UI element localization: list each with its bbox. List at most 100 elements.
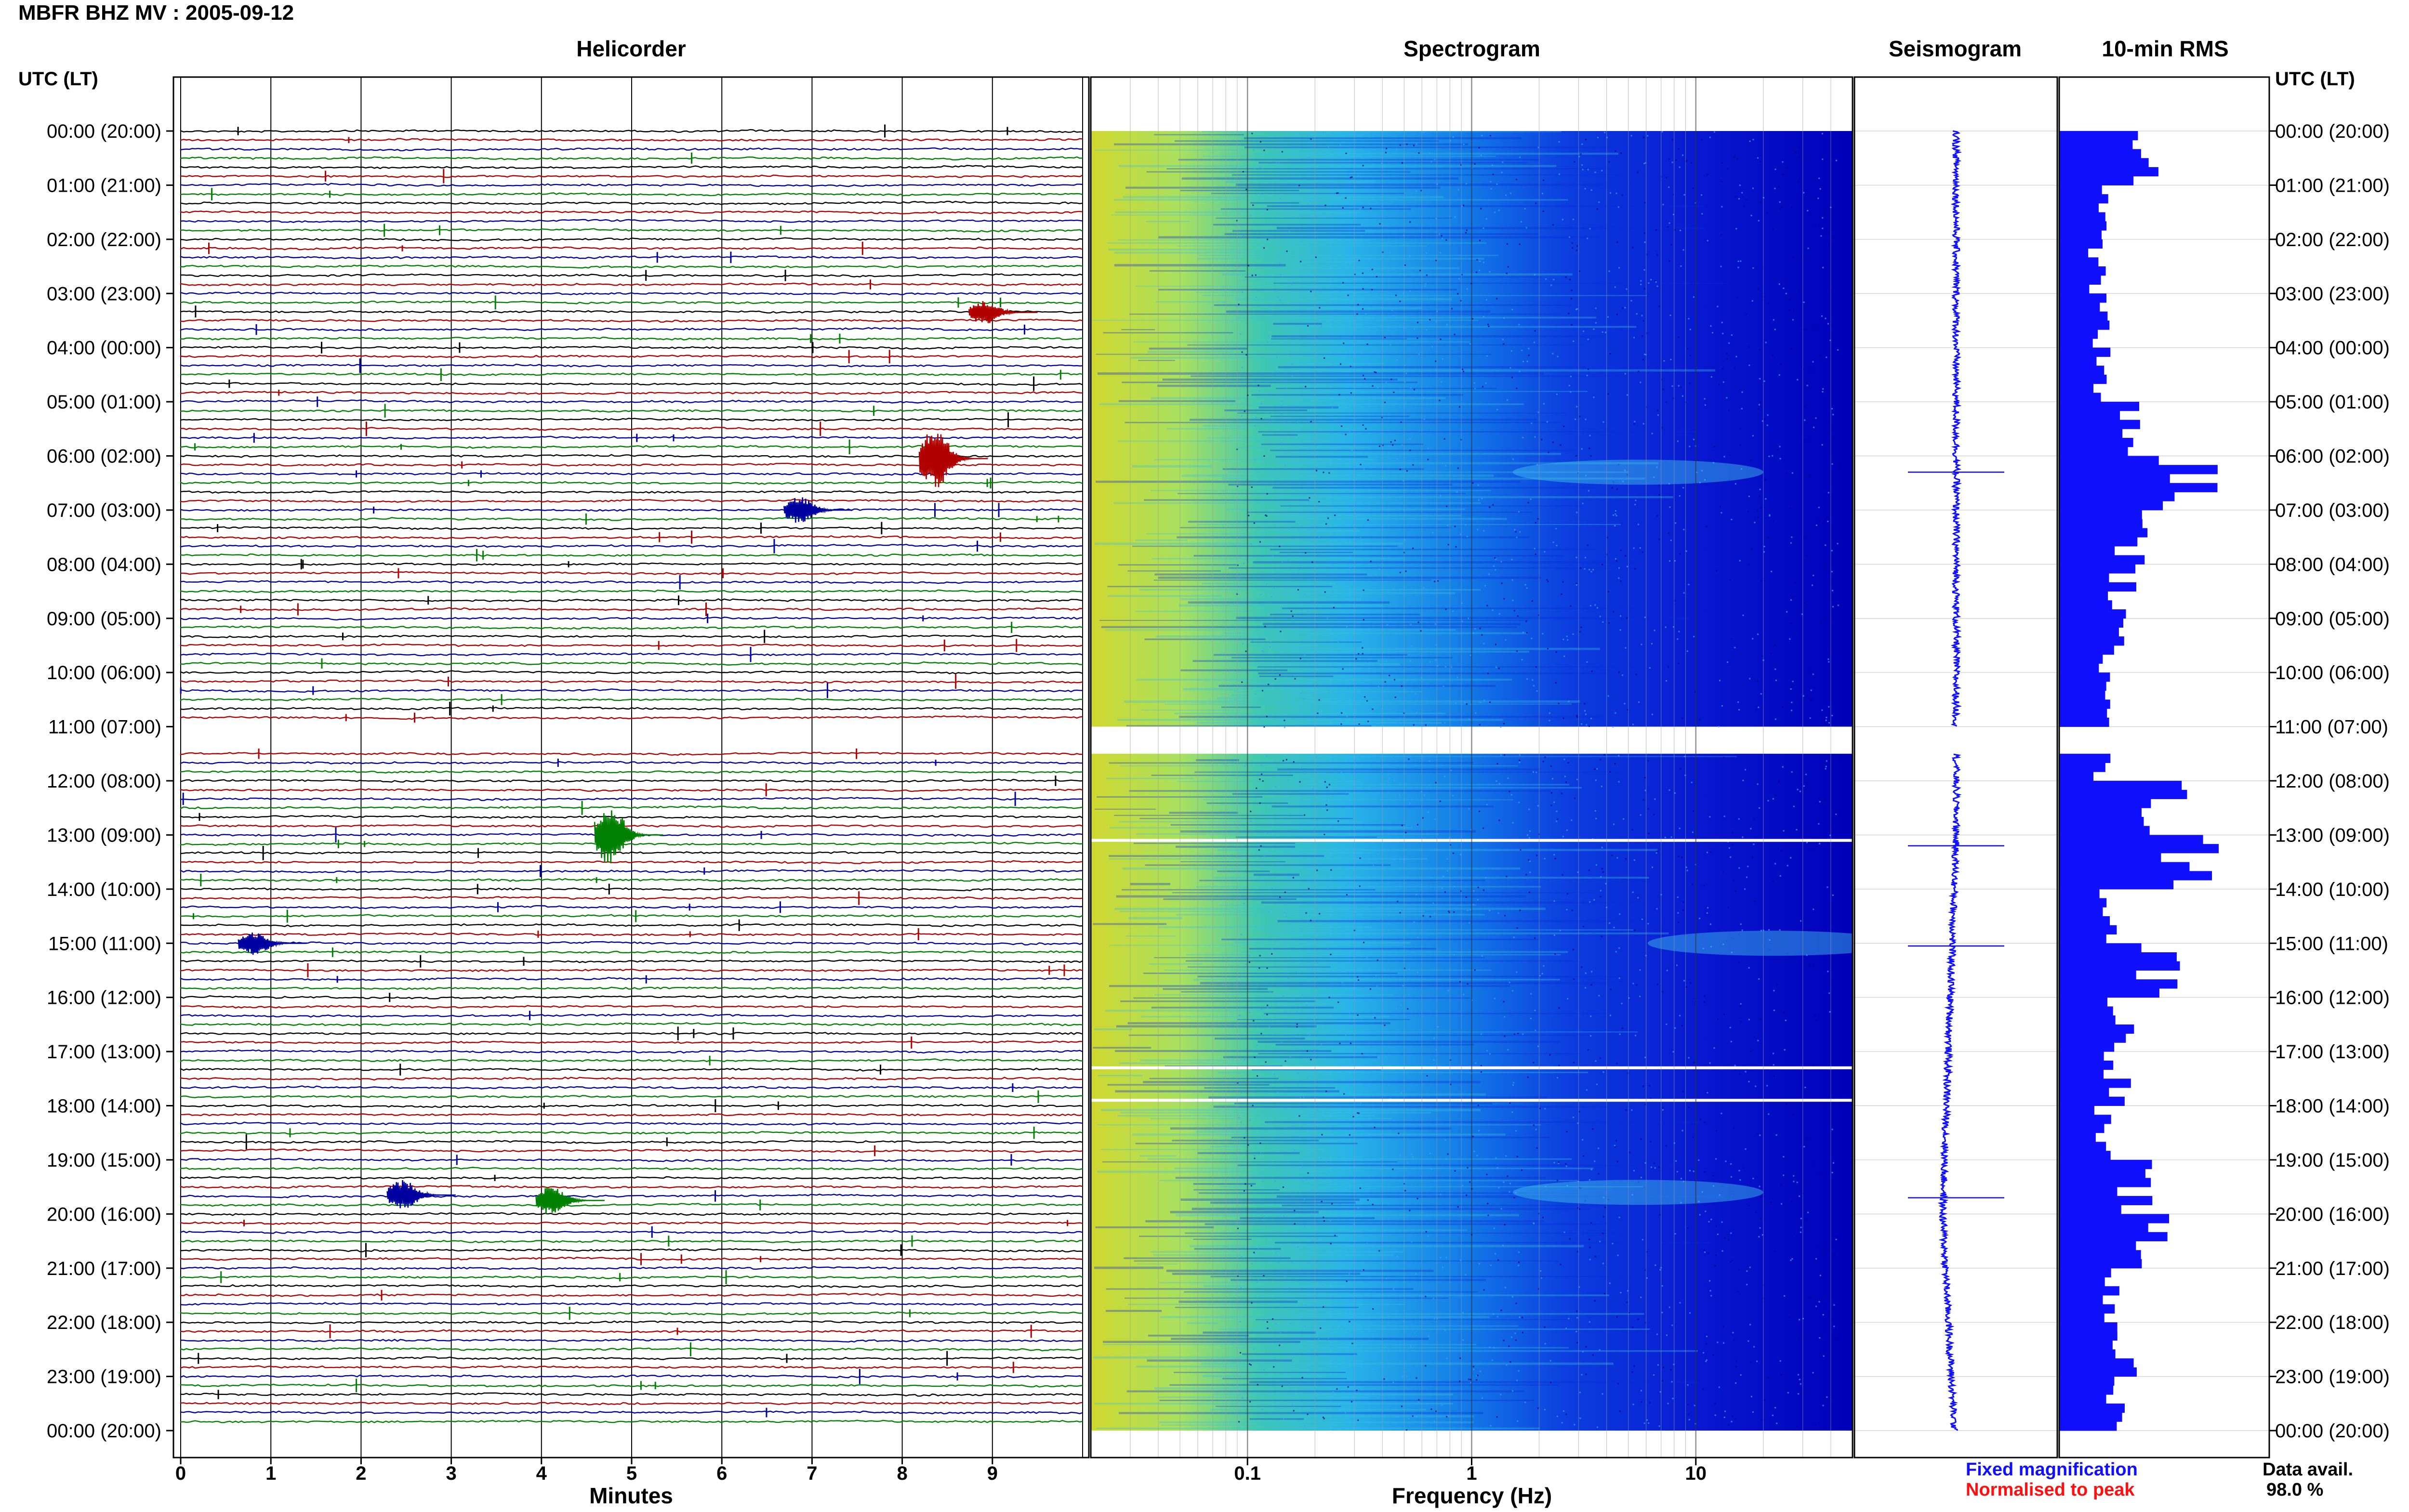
spectrogram-speckle bbox=[1424, 794, 1426, 796]
spectrogram-texture bbox=[1260, 307, 1423, 309]
spectrogram-speckle bbox=[1760, 1217, 1762, 1219]
spectrogram-texture bbox=[1136, 1366, 1297, 1368]
spectrogram-speckle bbox=[1748, 1081, 1750, 1083]
spectrogram-highlight bbox=[1512, 1180, 1763, 1205]
spectrogram-texture bbox=[1105, 629, 1456, 631]
spectrogram-speckle bbox=[1542, 1217, 1544, 1219]
spectrogram-speckle bbox=[1759, 378, 1761, 380]
spectrogram-texture bbox=[1215, 1038, 1305, 1040]
spectrogram-speckle bbox=[1778, 781, 1780, 783]
spectrogram-speckle bbox=[1493, 1313, 1495, 1315]
rms-bar bbox=[2059, 1096, 2125, 1106]
spectrogram-speckle bbox=[1657, 409, 1659, 411]
spectrogram-speckle bbox=[1445, 1139, 1447, 1141]
spectrogram-speckle bbox=[1831, 1429, 1833, 1431]
helicorder-trace bbox=[180, 399, 1083, 404]
time-label-left: 20:00 (16:00) bbox=[47, 1204, 161, 1225]
spectrogram-texture bbox=[1237, 412, 1567, 414]
spectrogram-speckle bbox=[1798, 1337, 1800, 1339]
spectrogram-speckle bbox=[1391, 756, 1393, 758]
helicorder-trace bbox=[180, 625, 1083, 630]
spectrogram-speckle bbox=[1278, 1262, 1280, 1263]
helicorder-trace bbox=[180, 200, 1083, 206]
spectrogram-texture bbox=[1125, 1297, 1449, 1299]
spectrogram-speckle bbox=[1435, 218, 1437, 220]
spectrogram-speckle bbox=[1561, 1422, 1563, 1424]
helicorder-trace bbox=[180, 1293, 1083, 1297]
spectrogram-speckle bbox=[1454, 333, 1456, 335]
spectrogram-speckle bbox=[1756, 1360, 1758, 1362]
spectrogram-speckle bbox=[1644, 617, 1646, 618]
spectrogram-speckle bbox=[1386, 660, 1388, 662]
spectrogram-speckle bbox=[1745, 1071, 1747, 1073]
spectrogram-speckle bbox=[1427, 811, 1429, 813]
rms-bar bbox=[2059, 1259, 2142, 1269]
spectrogram-texture bbox=[1120, 765, 1518, 767]
rms-bar bbox=[2059, 1006, 2113, 1016]
spectrogram-speckle bbox=[1563, 1231, 1565, 1233]
spectrogram-speckle bbox=[1441, 381, 1443, 383]
spectrogram-speckle bbox=[1366, 639, 1368, 641]
spectrogram-speckle bbox=[1493, 1227, 1495, 1229]
spectrogram-speckle bbox=[1362, 424, 1364, 426]
spectrogram-speckle bbox=[1497, 912, 1499, 914]
spectrogram-speckle bbox=[1644, 1269, 1646, 1271]
spectrogram-speckle bbox=[1480, 1033, 1482, 1035]
spectrogram-speckle bbox=[1606, 136, 1608, 138]
spectrogram-speckle bbox=[1351, 449, 1353, 451]
spectrogram-speckle bbox=[1704, 398, 1706, 400]
spectrogram-speckle bbox=[1687, 348, 1689, 350]
spectrogram-speckle bbox=[1704, 995, 1706, 997]
spectrogram-speckle bbox=[1495, 569, 1496, 571]
spectrogram-texture bbox=[1124, 1257, 1291, 1259]
time-label-left: 08:00 (04:00) bbox=[47, 554, 161, 575]
spectrogram-speckle bbox=[1645, 406, 1647, 408]
spectrogram-speckle bbox=[1666, 970, 1668, 972]
rms-bar bbox=[2059, 311, 2108, 321]
spectrogram-texture bbox=[1115, 211, 1359, 213]
spectrogram-speckle bbox=[1603, 1196, 1605, 1198]
spectrogram-speckle bbox=[1325, 1161, 1327, 1163]
spectrogram-speckle bbox=[1267, 1020, 1269, 1022]
spectrogram-speckle bbox=[1481, 135, 1483, 137]
spectrogram-speckle bbox=[1632, 723, 1634, 725]
spectrogram-texture bbox=[1255, 929, 1634, 931]
spectrogram-speckle bbox=[1643, 1422, 1645, 1424]
spectrogram-speckle bbox=[1626, 394, 1628, 396]
spectrogram-speckle bbox=[1374, 371, 1376, 373]
spectrogram-texture bbox=[1137, 1263, 1178, 1265]
spectrogram-texture bbox=[1181, 991, 1273, 993]
spectrogram-speckle bbox=[1778, 185, 1780, 187]
spectrogram-speckle bbox=[1614, 286, 1616, 288]
spectrogram-speckle bbox=[1593, 396, 1595, 398]
spectrogram-speckle bbox=[1704, 1171, 1706, 1173]
spectrogram-speckle bbox=[1563, 656, 1565, 657]
spectrogram-speckle bbox=[1542, 633, 1544, 635]
spectrogram-speckle bbox=[1585, 1346, 1587, 1348]
spectrogram-speckle bbox=[1366, 219, 1368, 221]
rms-bar bbox=[2059, 203, 2099, 213]
rms-bar bbox=[2059, 1277, 2105, 1287]
rms-bar bbox=[2059, 925, 2117, 935]
spectrogram-speckle bbox=[1263, 149, 1265, 151]
spectrogram-speckle bbox=[1679, 166, 1681, 168]
spectrogram-speckle bbox=[1440, 252, 1442, 254]
spectrogram-speckle bbox=[1663, 1367, 1665, 1368]
spectrogram-speckle bbox=[1544, 1108, 1546, 1110]
spectrogram-speckle bbox=[1589, 434, 1591, 436]
spectrogram-speckle bbox=[1764, 479, 1766, 481]
spectrogram-speckle bbox=[1432, 1298, 1434, 1300]
spectrogram-speckle bbox=[1809, 213, 1811, 215]
spectrogram-speckle bbox=[1708, 1221, 1710, 1223]
spectrogram-speckle bbox=[1575, 418, 1576, 420]
spectrogram-texture bbox=[1247, 391, 1588, 392]
spectrogram-speckle bbox=[1498, 1187, 1500, 1189]
spectrogram-texture bbox=[1233, 691, 1422, 693]
spectrogram-speckle bbox=[1744, 888, 1746, 890]
spectrogram-speckle bbox=[1760, 1018, 1761, 1020]
time-label-left: 21:00 (17:00) bbox=[47, 1258, 161, 1279]
spectrogram-speckle bbox=[1608, 270, 1610, 272]
spectrogram-speckle bbox=[1241, 367, 1243, 368]
spectrogram-speckle bbox=[1445, 1257, 1447, 1259]
spectrogram-speckle bbox=[1478, 499, 1480, 501]
